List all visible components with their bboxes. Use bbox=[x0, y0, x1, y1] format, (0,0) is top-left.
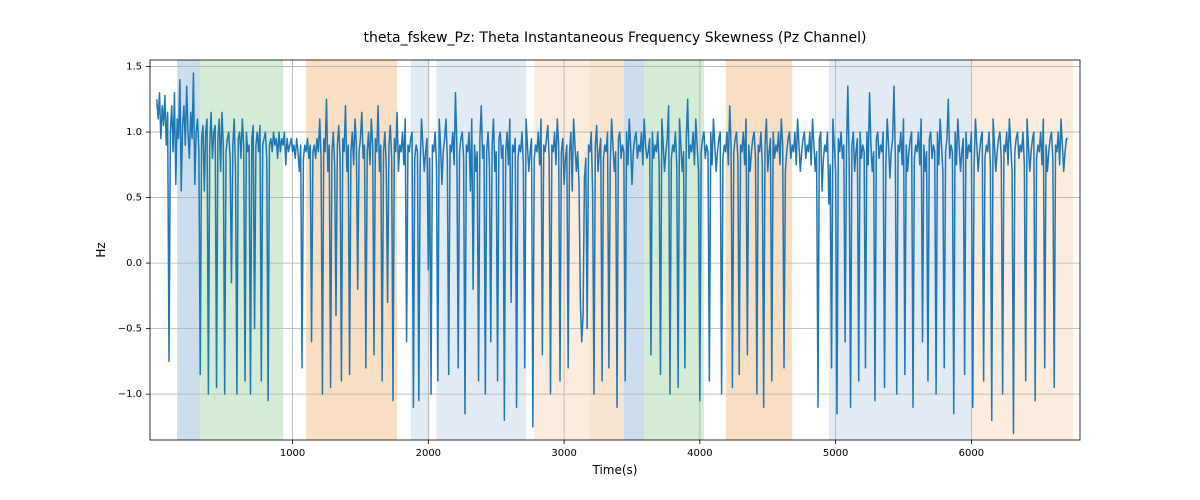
y-tick-label: −1.0 bbox=[118, 389, 142, 400]
y-tick-label: 0.5 bbox=[126, 193, 142, 204]
line-chart: 1000 2000 3000 4000 5000 6000 −1.0 −0.5 0.0 0.5 1.… bbox=[0, 0, 1200, 500]
x-tick-label: 5000 bbox=[823, 448, 848, 459]
y-tick-label: −0.5 bbox=[118, 324, 142, 335]
x-tick-label: 3000 bbox=[551, 448, 576, 459]
chart-container: 1000 2000 3000 4000 5000 6000 −1.0 −0.5 0.0 0.5 1.… bbox=[0, 0, 1200, 500]
y-tick-label: 1.0 bbox=[126, 127, 142, 138]
x-tick-label: 2000 bbox=[416, 448, 441, 459]
x-tick-label: 6000 bbox=[959, 448, 984, 459]
chart-title: theta_fskew_Pz: Theta Instantaneous Freq… bbox=[364, 30, 867, 46]
x-axis-label: Time(s) bbox=[592, 463, 638, 477]
x-tick-label: 1000 bbox=[280, 448, 305, 459]
y-tick-label: 1.5 bbox=[126, 62, 142, 73]
x-tick-label: 4000 bbox=[687, 448, 712, 459]
y-tick-label: 0.0 bbox=[126, 258, 142, 269]
y-axis-label: Hz bbox=[94, 242, 108, 257]
